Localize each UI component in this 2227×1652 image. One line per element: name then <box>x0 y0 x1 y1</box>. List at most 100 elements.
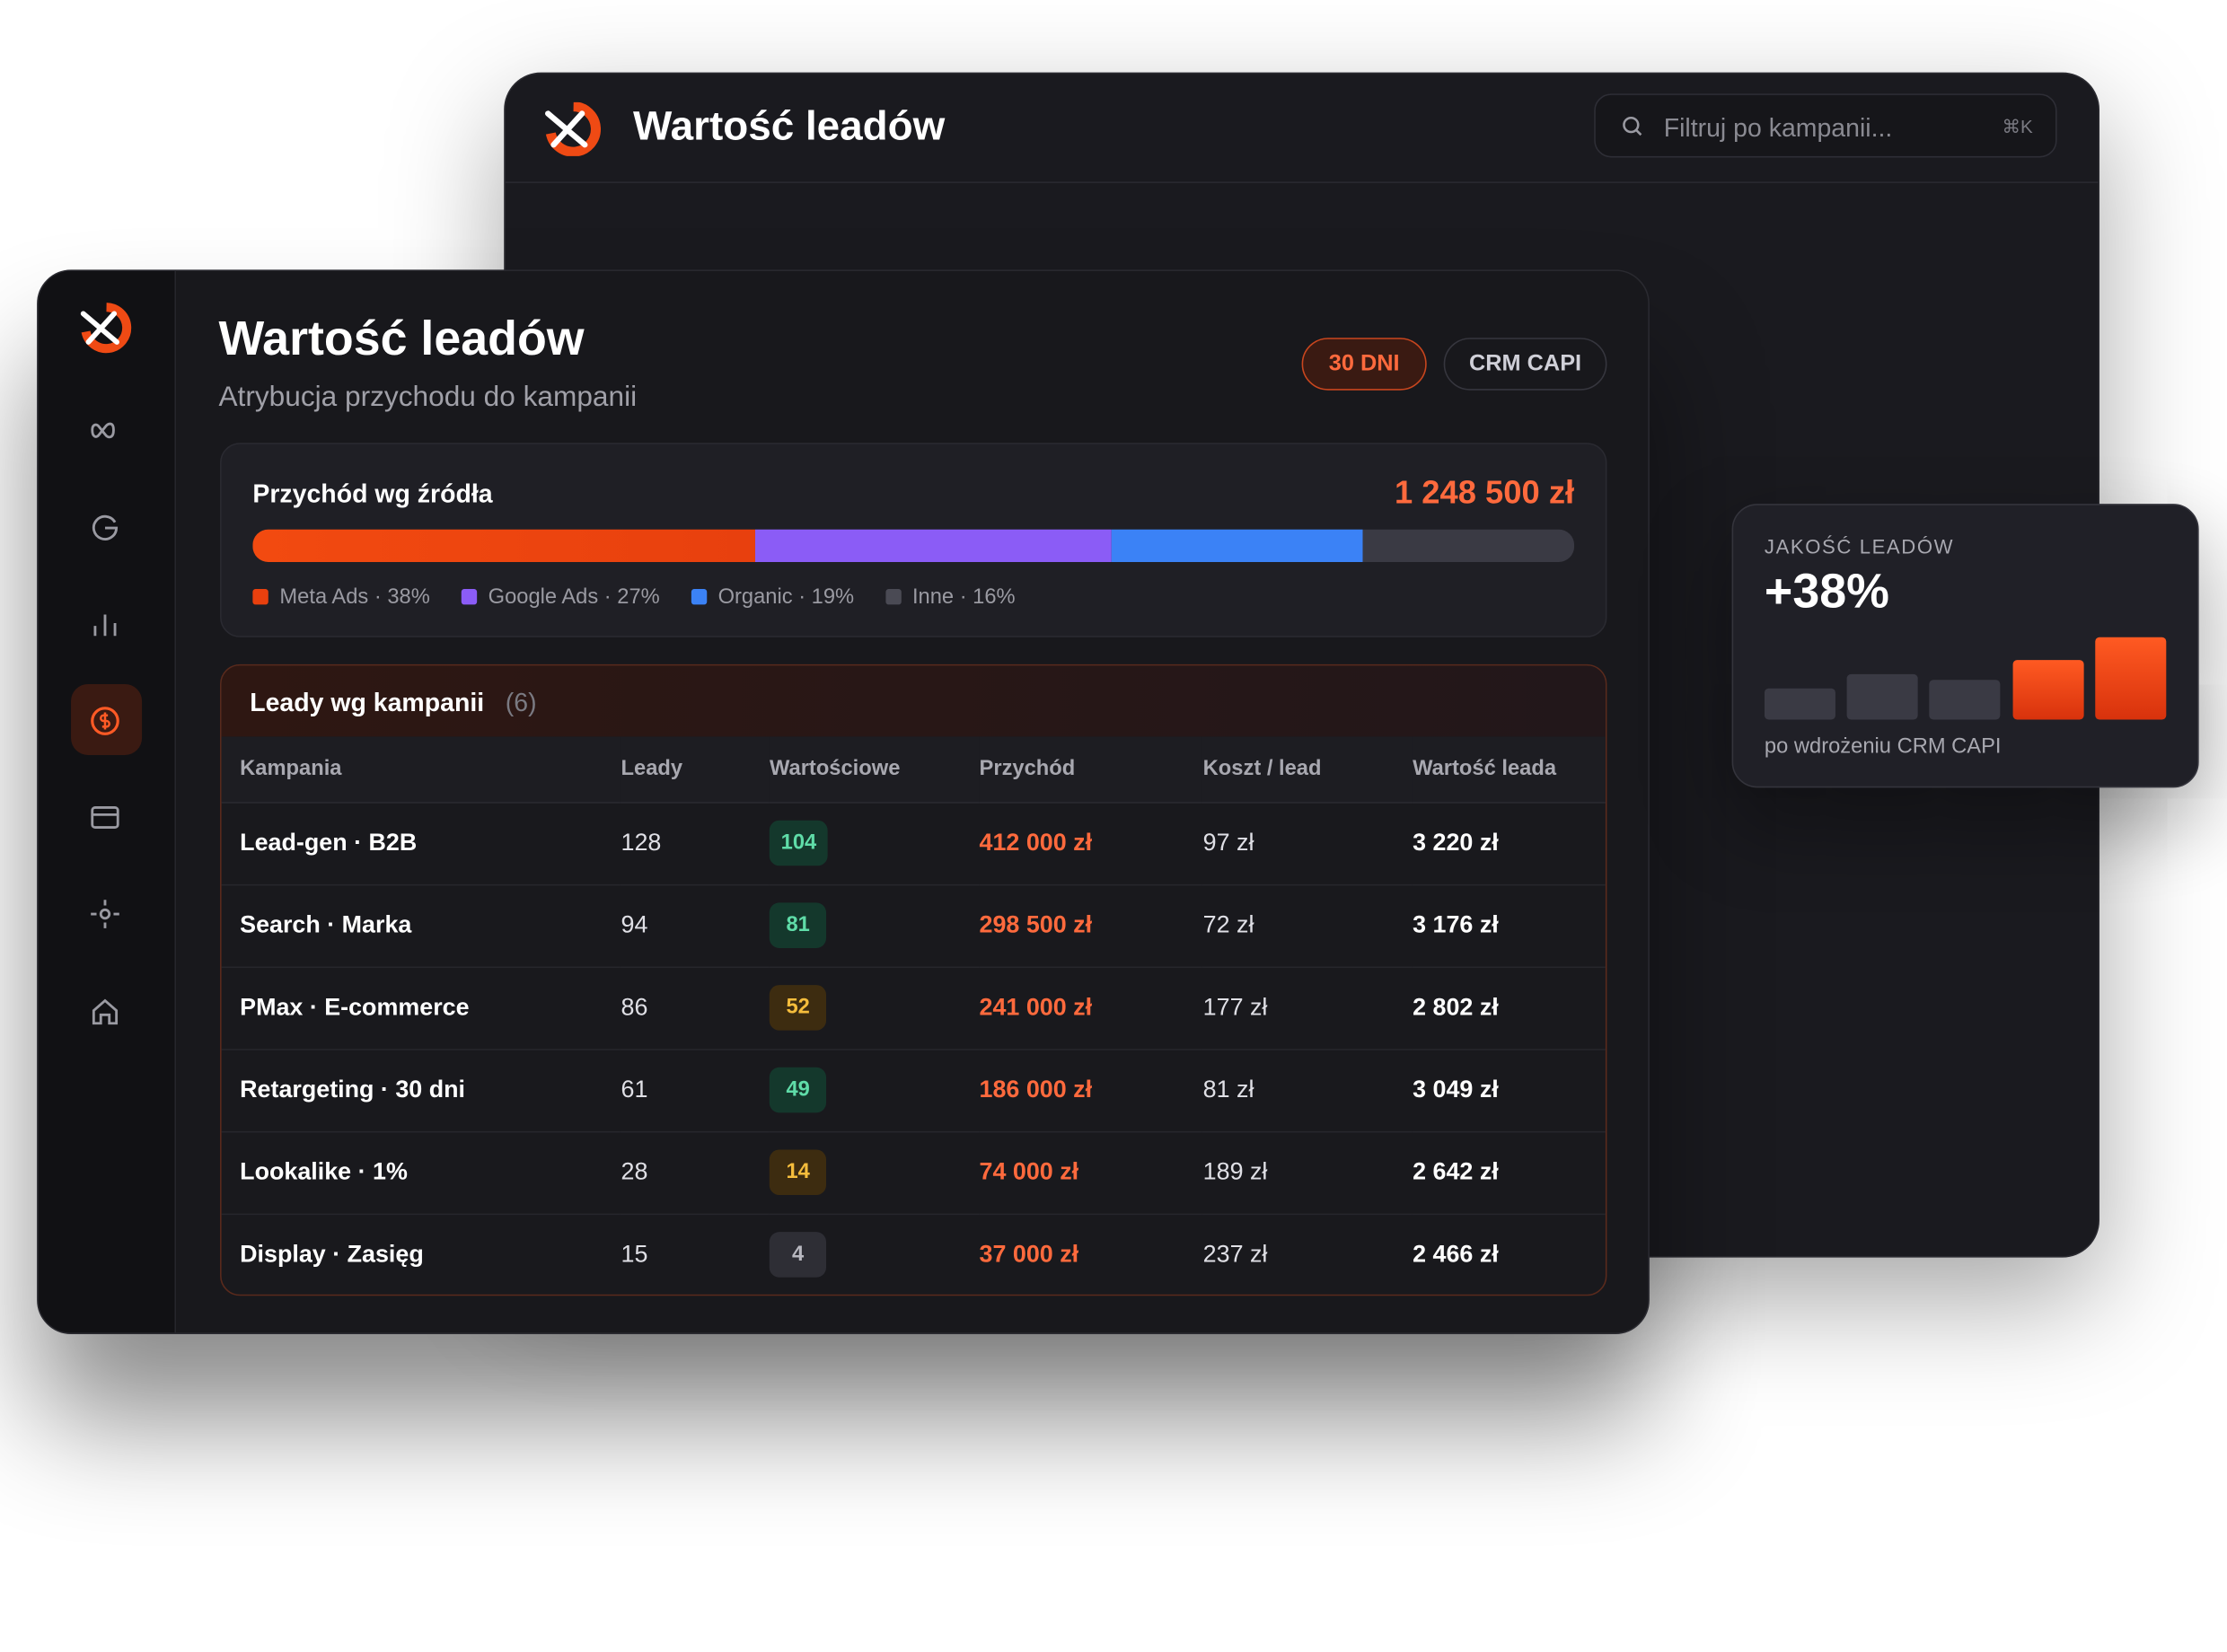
cell: 186 000 zł <box>979 1076 1093 1103</box>
cell: 28 <box>621 1157 648 1185</box>
search-icon <box>1623 116 1642 136</box>
filter-pill[interactable]: CRM CAPI <box>1443 338 1607 391</box>
cell: 37 000 zł <box>979 1241 1079 1269</box>
table-row: PMax · E-commerce 86 52 241 000 zł 177 zł 2 8… <box>221 967 1606 1050</box>
cell: 49 <box>770 1049 980 1131</box>
nav-meta[interactable] <box>88 413 122 447</box>
quality-value: +38% <box>1764 565 1889 620</box>
cell: 81 zł <box>1202 1076 1254 1103</box>
source-segment <box>754 529 1112 562</box>
table-row: Lead-gen · B2B 128 104 412 000 zł 97 zł 3 220… <box>221 802 1606 884</box>
back-title: Wartość leadów <box>633 104 946 150</box>
cell: 72 zł <box>1202 910 1254 938</box>
quality-card: JAKOŚĆ LEADÓW +38% po wdrożeniu CRM CAPI <box>1731 504 2199 788</box>
cell: 2 466 zł <box>1413 1241 1499 1269</box>
nav-stats[interactable] <box>88 608 122 642</box>
quality-caption: po wdrożeniu CRM CAPI <box>1764 734 2002 759</box>
valuable-badge: 104 <box>770 820 828 866</box>
cell: 81 <box>770 884 980 967</box>
legend-item: Organic · 19% <box>691 584 855 609</box>
quality-label: JAKOŚĆ LEADÓW <box>1764 534 1955 558</box>
valuable-badge: 14 <box>770 1149 827 1196</box>
cell: Display · Zasięg <box>240 1241 424 1269</box>
nav-active-bg <box>71 683 143 755</box>
table-header: Leady wg kampanii (6) <box>221 665 1606 737</box>
legend-label: Inne · 16% <box>911 584 1016 609</box>
cell: 298 500 zł <box>979 910 1093 938</box>
cell: 2 802 zł <box>1413 993 1499 1021</box>
cell: 2 642 zł <box>1413 1157 1499 1185</box>
column-header: Kampania <box>221 736 621 803</box>
column-header: Przychód <box>979 736 1203 803</box>
table-count: (6) <box>505 688 537 717</box>
cell: Lead-gen · B2B <box>240 829 418 857</box>
legend-swatch <box>691 588 707 604</box>
revenue-card: Przychód wg źródła 1 248 500 zł Meta Ads… <box>220 443 1607 637</box>
legend-label: Meta Ads · 38% <box>279 584 430 609</box>
search-box[interactable]: Filtruj po kampanii... ⌘K <box>1594 93 2057 158</box>
search-shortcut: ⌘K <box>2002 115 2033 137</box>
nav-revenue[interactable] <box>88 704 122 738</box>
column-header: Koszt / lead <box>1202 736 1413 803</box>
source-segment <box>1111 529 1363 562</box>
legend-swatch <box>252 588 268 604</box>
nav-billing[interactable] <box>88 801 122 835</box>
legend-item: Meta Ads · 38% <box>252 584 430 609</box>
filter-pill[interactable]: 30 DNI <box>1301 338 1427 391</box>
valuable-badge: 52 <box>770 985 827 1031</box>
page-title: Wartość leadów <box>218 312 585 366</box>
cell: 104 <box>770 802 980 884</box>
cell: 61 <box>621 1076 648 1103</box>
table-row: Lookalike · 1% 28 14 74 000 zł 189 zł 2 642 z… <box>221 1131 1606 1214</box>
source-bar <box>252 529 1575 562</box>
valuable-badge: 81 <box>770 902 827 948</box>
cell: Retargeting · 30 dni <box>240 1076 466 1103</box>
cell: 4 <box>770 1214 980 1295</box>
logo <box>545 101 601 156</box>
cell: 241 000 zł <box>979 993 1093 1021</box>
logo <box>80 303 132 354</box>
cell: 412 000 zł <box>979 829 1093 857</box>
legend-label: Google Ads · 27% <box>488 584 660 609</box>
nav-settings[interactable] <box>88 897 122 931</box>
source-segment <box>252 529 755 562</box>
search-placeholder: Filtruj po kampanii... <box>1663 113 1893 143</box>
cell: PMax · E-commerce <box>240 993 470 1021</box>
front-window: Wartość leadów Atrybucja przychodu do ka… <box>37 269 1650 1334</box>
cell: 237 zł <box>1202 1241 1268 1269</box>
revenue-total: 1 248 500 zł <box>1394 473 1575 511</box>
quality-sparkbars <box>1764 637 2167 720</box>
cell: 52 <box>770 967 980 1050</box>
cell: 177 zł <box>1202 993 1268 1021</box>
valuable-badge: 49 <box>770 1067 827 1113</box>
cell: Lookalike · 1% <box>240 1157 408 1185</box>
legend-item: Inne · 16% <box>885 584 1016 608</box>
cell: 3 176 zł <box>1413 910 1499 938</box>
column-header: Leady <box>621 736 770 803</box>
source-segment <box>1362 529 1575 562</box>
legend-swatch <box>885 588 902 604</box>
legend-swatch <box>461 588 477 604</box>
cell: 14 <box>770 1131 980 1214</box>
page-subtitle: Atrybucja przychodu do kampanii <box>218 382 638 414</box>
legend-label: Organic · 19% <box>717 584 855 609</box>
column-header: Wartość leada <box>1413 736 1606 803</box>
cell: 15 <box>621 1241 648 1269</box>
nav-google[interactable] <box>88 511 122 545</box>
cell: Search · Marka <box>240 910 412 938</box>
campaign-table: Kampania Leady Wartościowe Przychód Koszt / … <box>221 736 1606 1295</box>
cell: 3 049 zł <box>1413 1076 1499 1103</box>
column-header: Wartościowe <box>770 736 980 803</box>
valuable-badge: 4 <box>770 1232 827 1279</box>
cell: 74 000 zł <box>979 1157 1079 1185</box>
cell: 3 220 zł <box>1413 829 1499 857</box>
cell: 128 <box>621 829 662 857</box>
table-row: Search · Marka 94 81 298 500 zł 72 zł 3 176 z… <box>221 884 1606 967</box>
nav-home[interactable] <box>88 995 122 1029</box>
cell: 97 zł <box>1202 829 1254 857</box>
source-legend: Meta Ads · 38% Google Ads · 27% Organic · … <box>252 584 1016 609</box>
campaign-table-card: Leady wg kampanii (6) Kampania Leady Warto… <box>220 663 1607 1296</box>
cell: 189 zł <box>1202 1157 1268 1185</box>
